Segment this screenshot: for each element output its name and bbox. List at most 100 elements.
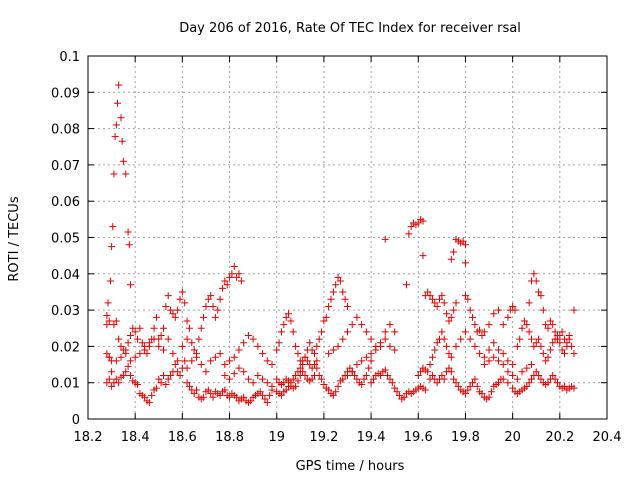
data-point: [152, 384, 160, 392]
data-point: [386, 375, 394, 383]
data-point: [292, 371, 300, 379]
data-point: [546, 317, 554, 325]
data-point: [431, 299, 439, 307]
data-point: [558, 346, 566, 354]
data-point: [381, 366, 389, 374]
data-point: [528, 375, 536, 383]
data-point: [188, 357, 196, 365]
data-point: [523, 364, 531, 372]
data-point: [228, 270, 236, 278]
data-point: [426, 361, 434, 369]
data-point: [263, 379, 271, 387]
data-point: [176, 295, 184, 303]
data-point: [112, 357, 120, 365]
data-point: [563, 339, 571, 347]
data-point: [461, 390, 469, 398]
data-point: [178, 288, 186, 296]
data-point: [233, 273, 241, 281]
data-point: [244, 375, 252, 383]
data-point: [346, 364, 354, 372]
data-point: [480, 361, 488, 369]
data-point: [287, 317, 295, 325]
data-point: [499, 361, 507, 369]
data-point: [367, 350, 375, 358]
data-point: [103, 379, 111, 387]
data-point: [546, 346, 554, 354]
data-point: [490, 339, 498, 347]
data-point: [549, 339, 557, 347]
data-point: [308, 346, 316, 354]
data-point: [131, 328, 139, 336]
data-point: [452, 299, 460, 307]
data-point: [204, 386, 212, 394]
data-point: [518, 368, 526, 376]
data-point: [485, 346, 493, 354]
data-point: [561, 350, 569, 358]
data-point: [511, 306, 519, 314]
data-point: [539, 350, 547, 358]
data-point: [214, 306, 222, 314]
data-point: [421, 386, 429, 394]
data-point: [285, 310, 293, 318]
data-point: [485, 321, 493, 329]
data-point: [528, 335, 536, 343]
y-tick-label: 0.04: [51, 268, 80, 283]
data-point: [391, 328, 399, 336]
data-point: [280, 379, 288, 387]
data-point: [112, 121, 120, 129]
data-point: [230, 263, 238, 271]
data-point: [303, 357, 311, 365]
data-point: [103, 350, 111, 358]
data-point: [164, 375, 172, 383]
data-point: [155, 375, 163, 383]
data-point: [445, 364, 453, 372]
data-point: [450, 375, 458, 383]
data-point: [544, 379, 552, 387]
data-point: [473, 382, 481, 390]
data-point: [440, 335, 448, 343]
data-point: [539, 306, 547, 314]
data-point: [119, 157, 127, 165]
data-point: [200, 313, 208, 321]
axis-ticks: 18.2 18.4 18.6 18.8 19 19.2 19.4 19.6 19.8 20 20.2…: [51, 50, 621, 445]
data-point: [549, 371, 557, 379]
data-point: [440, 375, 448, 383]
data-point: [561, 335, 569, 343]
data-point: [464, 386, 472, 394]
data-point: [450, 248, 458, 256]
data-point: [289, 328, 297, 336]
data-point: [110, 170, 118, 178]
data-point: [211, 353, 219, 361]
data-point: [518, 324, 526, 332]
data-point: [150, 324, 158, 332]
data-point: [393, 388, 401, 396]
data-point: [268, 382, 276, 390]
data-point: [171, 313, 179, 321]
data-point: [296, 364, 304, 372]
data-point: [183, 379, 191, 387]
data-point: [344, 371, 351, 379]
data-point: [233, 393, 241, 401]
data-point: [193, 353, 201, 361]
data-point: [344, 328, 351, 336]
data-point: [261, 395, 269, 403]
data-point: [358, 357, 366, 365]
data-point: [183, 317, 191, 325]
data-point: [122, 170, 130, 178]
data-point: [551, 375, 559, 383]
data-point: [339, 375, 347, 383]
data-point: [240, 339, 248, 347]
data-point: [126, 357, 134, 365]
data-point: [377, 371, 385, 379]
data-point: [183, 364, 191, 372]
data-point: [254, 342, 262, 350]
x-tick-label: 19.6: [404, 430, 433, 445]
data-point: [353, 313, 361, 321]
data-point: [237, 277, 245, 285]
data-point: [202, 368, 210, 376]
data-point: [433, 302, 441, 310]
data-point: [282, 313, 290, 321]
data-point: [108, 368, 116, 376]
data-point: [315, 335, 323, 343]
data-point: [115, 335, 123, 343]
